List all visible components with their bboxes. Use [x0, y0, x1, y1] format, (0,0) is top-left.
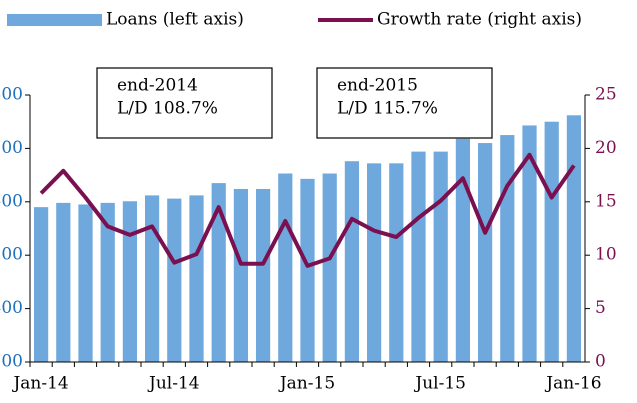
- y2-tick-label: 0: [595, 352, 606, 372]
- bar: [566, 115, 582, 363]
- y-tick-label: 600: [0, 191, 23, 211]
- y2-tick-label: 20: [595, 138, 617, 158]
- bar: [78, 204, 93, 362]
- bar: [144, 195, 160, 362]
- y-tick-label: 700: [0, 138, 23, 158]
- y2-tick-label: 25: [595, 85, 617, 105]
- bar: [167, 198, 182, 362]
- legend-swatch: [7, 14, 102, 26]
- bar: [233, 188, 249, 362]
- bar: [189, 195, 204, 362]
- bar: [544, 121, 559, 362]
- bar: [366, 163, 382, 362]
- bar: [500, 135, 515, 362]
- bar: [522, 125, 537, 362]
- legend-label: Growth rate (right axis): [377, 10, 582, 30]
- annotation-text: end-2014: [117, 76, 198, 96]
- bar: [455, 138, 471, 362]
- legend-label: Loans (left axis): [106, 10, 244, 30]
- x-tick-label: Jul-14: [147, 374, 200, 394]
- bar: [56, 202, 71, 362]
- annotation-text: L/D 115.7%: [337, 99, 438, 119]
- bar: [122, 201, 138, 362]
- x-tick-label: Jan-16: [544, 374, 601, 394]
- annotation-box: [316, 67, 493, 139]
- y-tick-label: 400: [0, 298, 23, 318]
- y2-tick-label: 10: [595, 245, 617, 265]
- bar: [344, 161, 360, 362]
- bar: [278, 173, 293, 362]
- y-tick-label: 300: [0, 352, 23, 372]
- line: [39, 152, 576, 268]
- bar: [255, 188, 271, 362]
- bar: [389, 163, 404, 362]
- bar: [211, 183, 226, 362]
- y2-tick-label: 15: [595, 191, 617, 211]
- x-tick-label: Jan-15: [278, 374, 335, 394]
- bar: [477, 143, 493, 362]
- bar: [433, 151, 448, 362]
- annotation-text: L/D 108.7%: [117, 99, 218, 119]
- annotation-box: [96, 67, 273, 139]
- y-tick-label: 800: [0, 85, 23, 105]
- bar: [322, 173, 337, 362]
- bar: [100, 202, 115, 362]
- x-tick-label: Jul-15: [413, 374, 466, 394]
- y-tick-label: 500: [0, 245, 23, 265]
- bar: [300, 178, 315, 362]
- bar: [411, 151, 426, 362]
- bar: [33, 207, 49, 362]
- annotation-text: end-2015: [337, 76, 418, 96]
- y2-tick-label: 5: [595, 298, 606, 318]
- x-tick-label: Jan-14: [11, 374, 68, 394]
